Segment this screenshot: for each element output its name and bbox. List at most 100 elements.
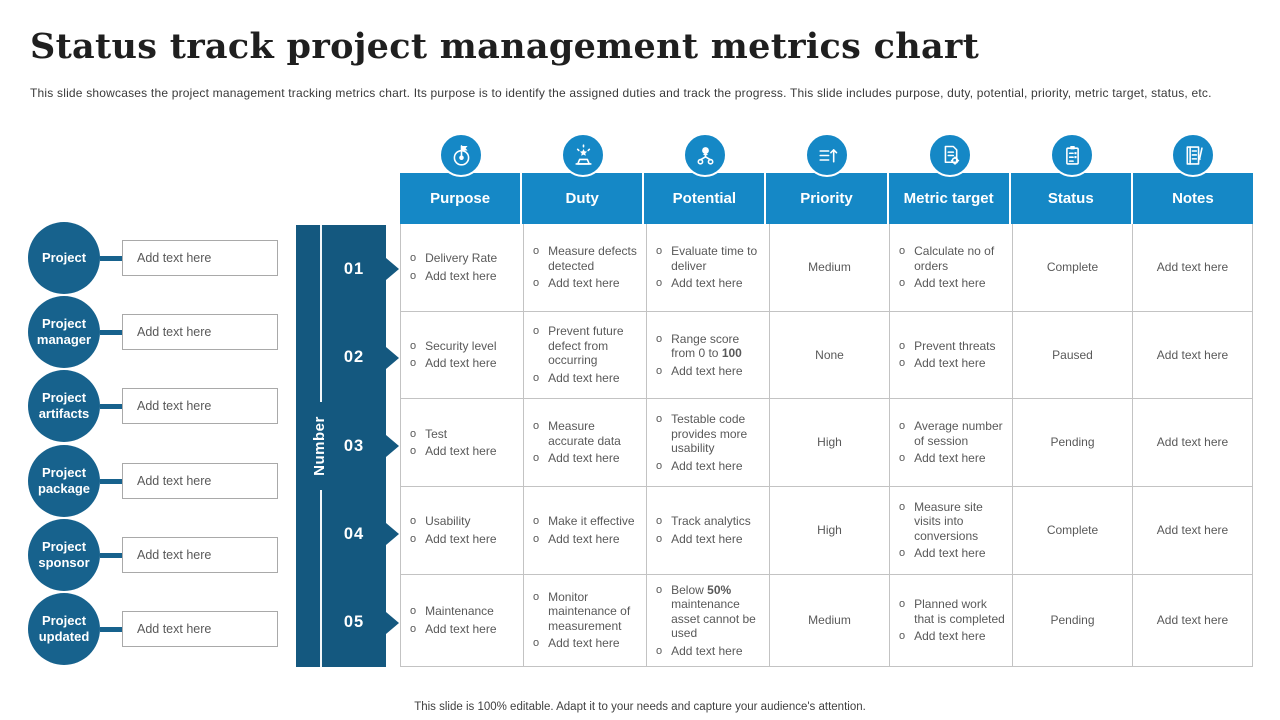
bullet-marker: o <box>410 532 417 545</box>
bullet-marker: o <box>899 245 906 258</box>
cell-notes[interactable]: Add text here <box>1132 224 1252 311</box>
bullet-text: Add text here <box>671 643 743 658</box>
row-number: 03 <box>343 436 365 455</box>
cell-metric-target: o Calculate no of orders o Add text here <box>889 224 1012 311</box>
left-panel-item: Project updated Add text here <box>28 593 288 665</box>
bullet-marker: o <box>410 427 417 440</box>
bullet-item: o Testable code provides more usability <box>656 412 763 456</box>
cell-purpose: o Test o Add text here <box>401 399 523 486</box>
arrow-right-icon <box>386 435 399 458</box>
bullet-item[interactable]: o Add text here <box>410 622 517 637</box>
placeholder-text: Add text here <box>137 251 212 265</box>
bullet-item[interactable]: o Add text here <box>410 444 517 459</box>
bullet-item: o Measure defects detected <box>533 244 640 273</box>
bullet-item[interactable]: o Add text here <box>899 629 1006 644</box>
bullet-marker: o <box>899 420 906 433</box>
cell-notes[interactable]: Add text here <box>1132 486 1252 574</box>
bullet-item[interactable]: o Add text here <box>410 532 517 547</box>
text-placeholder-input[interactable]: Add text here <box>122 314 278 350</box>
text-placeholder-input[interactable]: Add text here <box>122 611 278 647</box>
priority-list-icon <box>805 133 849 177</box>
bullet-item: o Prevent threats <box>899 339 1006 354</box>
arrow-right-icon <box>386 523 399 546</box>
bullet-marker: o <box>533 532 540 545</box>
cell-metric-target: o Average number of session o Add text here <box>889 399 1012 486</box>
arrow-right-icon <box>386 611 399 634</box>
bullet-marker: o <box>533 245 540 258</box>
cell-potential: o Track analytics o Add text here <box>646 486 769 574</box>
placeholder-text: Add text here <box>137 548 212 562</box>
bullet-item[interactable]: o Add text here <box>656 276 763 291</box>
project-circle: Project <box>28 222 100 294</box>
cell-notes[interactable]: Add text here <box>1132 574 1252 666</box>
bullet-item[interactable]: o Add text here <box>656 364 763 379</box>
cell-notes[interactable]: Add text here <box>1132 399 1252 486</box>
bullet-item[interactable]: o Add text here <box>533 276 640 291</box>
placeholder-text: Add text here <box>137 399 212 413</box>
bullet-item[interactable]: o Add text here <box>656 459 763 474</box>
clipboard-checklist-icon <box>1050 133 1094 177</box>
bullet-marker: o <box>656 413 663 426</box>
cell-metric-target: o Planned work that is completed o Add text… <box>889 574 1012 666</box>
cell-notes[interactable]: Add text here <box>1132 311 1252 399</box>
table-row: o Usability o Add text here o Make it effecti… <box>401 485 1252 574</box>
table-row: o Security level o Add text here o Prevent fu… <box>401 310 1252 399</box>
circle-label: Project sponsor <box>38 539 90 570</box>
bullet-text: Add text here <box>671 531 743 546</box>
bullet-item[interactable]: o Add text here <box>533 371 640 386</box>
bullet-item[interactable]: o Add text here <box>899 276 1006 291</box>
text-placeholder-input[interactable]: Add text here <box>122 240 278 276</box>
bullet-item[interactable]: o Add text here <box>533 636 640 651</box>
cell-text: Add text here <box>1156 522 1229 537</box>
column-header-duty: Duty <box>520 173 643 224</box>
bullet-text: Add text here <box>425 268 497 283</box>
text-placeholder-input[interactable]: Add text here <box>122 463 278 499</box>
bullet-item[interactable]: o Add text here <box>899 356 1006 371</box>
cell-metric-target: o Measure site visits into conversions o Ad… <box>889 486 1012 574</box>
circle-label: Project artifacts <box>38 390 90 421</box>
bullet-text: Delivery Rate <box>425 251 498 266</box>
text-placeholder-input[interactable]: Add text here <box>122 388 278 424</box>
cell-metric-target: o Prevent threats o Add text here <box>889 311 1012 399</box>
table-header: Purpose Duty Potential Priority Metric t… <box>400 173 1253 224</box>
table-row: o Delivery Rate o Add text here o Measure def… <box>401 224 1252 311</box>
bullet-item[interactable]: o Add text here <box>533 532 640 547</box>
cell-duty: o Measure defects detected o Add text here <box>523 224 646 311</box>
column-header-priority: Priority <box>764 173 887 224</box>
project-package-circle: Project package <box>28 445 100 517</box>
bullet-item: o Monitor maintenance of measurement <box>533 590 640 634</box>
connector-line <box>100 255 122 261</box>
bullet-text: Calculate no of orders <box>914 244 995 273</box>
column-header-notes: Notes <box>1130 173 1253 224</box>
bullet-text: Add text here <box>425 621 497 636</box>
cell-purpose: o Usability o Add text here <box>401 487 523 574</box>
cell-text: Paused <box>1052 347 1093 362</box>
bullet-text: Add text here <box>671 276 743 291</box>
bullet-item[interactable]: o Add text here <box>410 269 517 284</box>
bullet-text: Prevent future defect from occurring <box>548 324 624 368</box>
bullet-text: Measure defects detected <box>548 244 637 273</box>
bullet-text: Add text here <box>548 451 620 466</box>
cell-potential: o Range score from 0 to 100 o Add text here <box>646 311 769 399</box>
column-header-status: Status <box>1008 173 1131 224</box>
bullet-item[interactable]: o Add text here <box>410 356 517 371</box>
bullet-marker: o <box>533 515 540 528</box>
bullet-marker: o <box>410 252 417 265</box>
bullet-item: o Calculate no of orders <box>899 244 1006 273</box>
bullet-item[interactable]: o Add text here <box>656 644 763 659</box>
cell-potential: o Below 50% maintenance asset cannot be u… <box>646 574 769 666</box>
project-manager-circle: Project manager <box>28 296 100 368</box>
bullet-text: Add text here <box>548 636 620 651</box>
bullet-item[interactable]: o Add text here <box>899 546 1006 561</box>
cell-purpose: o Delivery Rate o Add text here <box>401 224 523 311</box>
text-placeholder-input[interactable]: Add text here <box>122 537 278 573</box>
placeholder-text: Add text here <box>137 622 212 636</box>
row-number: 05 <box>343 613 365 632</box>
bullet-text: Planned work that is completed <box>914 597 1005 626</box>
bullet-item[interactable]: o Add text here <box>533 451 640 466</box>
bullet-item[interactable]: o Add text here <box>899 451 1006 466</box>
bullet-text: Below 50% maintenance asset cannot be us… <box>671 582 756 641</box>
cell-status: Pending <box>1012 574 1132 666</box>
bullet-item[interactable]: o Add text here <box>656 532 763 547</box>
circle-label: Project <box>41 250 87 265</box>
